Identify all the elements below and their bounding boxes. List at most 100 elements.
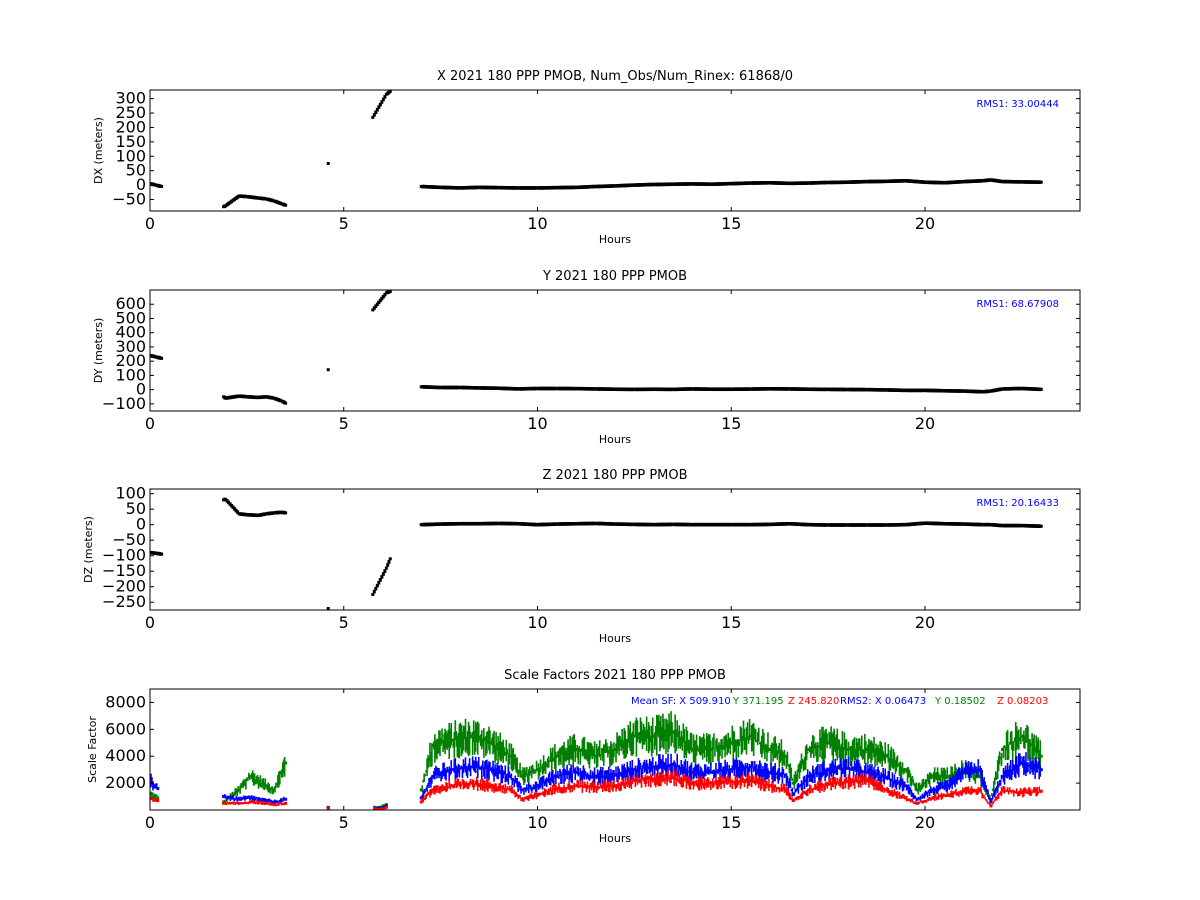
data-point xyxy=(825,728,827,745)
data-point xyxy=(372,113,376,117)
data-point xyxy=(703,778,706,790)
data-point xyxy=(900,766,903,779)
data-point xyxy=(270,787,272,790)
data-point xyxy=(720,762,722,772)
data-point xyxy=(503,787,506,794)
data-point xyxy=(1018,729,1020,750)
data-point xyxy=(478,766,481,770)
data-point xyxy=(835,781,838,786)
data-point xyxy=(623,763,625,778)
data-point xyxy=(999,779,1002,786)
data-point xyxy=(843,732,846,751)
data-point xyxy=(251,800,254,803)
data-point xyxy=(883,773,886,785)
data-point xyxy=(431,774,435,778)
data-point xyxy=(756,779,759,784)
data-point xyxy=(259,775,262,788)
data-point xyxy=(266,785,269,791)
data-point xyxy=(949,774,951,779)
data-point xyxy=(913,783,916,787)
data-point xyxy=(550,790,553,796)
data-point xyxy=(697,763,700,782)
data-point xyxy=(577,767,580,777)
y-tick-label: −50 xyxy=(112,189,146,208)
data-point xyxy=(255,776,258,785)
data-point xyxy=(996,760,999,779)
data-point xyxy=(992,788,994,792)
data-point xyxy=(567,770,569,776)
data-point xyxy=(773,765,775,782)
data-point xyxy=(683,728,686,759)
data-point xyxy=(489,741,493,745)
data-point xyxy=(983,776,985,790)
data-point xyxy=(755,740,758,743)
data-point xyxy=(780,772,783,778)
data-point xyxy=(266,802,269,805)
data-point xyxy=(564,769,566,782)
data-point xyxy=(443,733,445,750)
data-point xyxy=(752,767,755,773)
data-point xyxy=(762,779,764,785)
data-point xyxy=(940,783,943,788)
data-point xyxy=(230,503,234,508)
data-point xyxy=(783,750,786,766)
data-point xyxy=(875,743,877,756)
data-point xyxy=(745,765,748,769)
data-point xyxy=(376,806,379,809)
data-point xyxy=(483,766,485,777)
data-point xyxy=(647,722,650,754)
data-point xyxy=(897,781,900,784)
data-point xyxy=(595,743,598,769)
data-point xyxy=(326,606,330,610)
data-point xyxy=(223,794,226,798)
data-point xyxy=(243,512,247,517)
data-point xyxy=(639,762,642,770)
data-point xyxy=(455,765,458,779)
data-point xyxy=(937,793,940,800)
data-point xyxy=(1028,764,1030,768)
data-point xyxy=(754,729,757,742)
data-point xyxy=(952,790,954,798)
data-point xyxy=(240,798,242,801)
data-point xyxy=(757,777,760,789)
data-point xyxy=(648,775,651,780)
data-point xyxy=(423,773,425,783)
data-point xyxy=(941,771,944,785)
data-point xyxy=(857,760,860,782)
data-point xyxy=(722,766,724,776)
data-point xyxy=(435,785,437,793)
data-point xyxy=(624,778,626,790)
data-point xyxy=(898,762,901,776)
data-point xyxy=(851,740,854,761)
data-point xyxy=(618,735,620,756)
data-point xyxy=(966,787,969,792)
data-point xyxy=(808,784,811,794)
data-point xyxy=(853,761,856,771)
data-point xyxy=(514,791,517,798)
data-point xyxy=(798,795,801,799)
data-point xyxy=(423,797,425,801)
data-point xyxy=(789,763,792,782)
data-point xyxy=(574,770,578,774)
data-point xyxy=(1031,761,1033,773)
data-point xyxy=(371,115,375,119)
data-point xyxy=(1039,768,1043,772)
data-point xyxy=(1007,769,1010,777)
data-point xyxy=(695,764,698,779)
data-point xyxy=(962,768,966,772)
data-point xyxy=(733,759,736,776)
data-point xyxy=(1020,787,1022,794)
data-point xyxy=(976,768,979,778)
data-point xyxy=(224,396,228,400)
data-point xyxy=(791,787,794,797)
data-point xyxy=(902,794,905,799)
data-point xyxy=(237,801,241,805)
data-point xyxy=(224,799,227,803)
data-point xyxy=(842,746,845,763)
data-point xyxy=(228,502,232,506)
data-point xyxy=(983,389,987,394)
data-point xyxy=(500,764,502,784)
data-point xyxy=(905,770,908,773)
data-point xyxy=(239,194,243,198)
data-point xyxy=(445,730,447,749)
